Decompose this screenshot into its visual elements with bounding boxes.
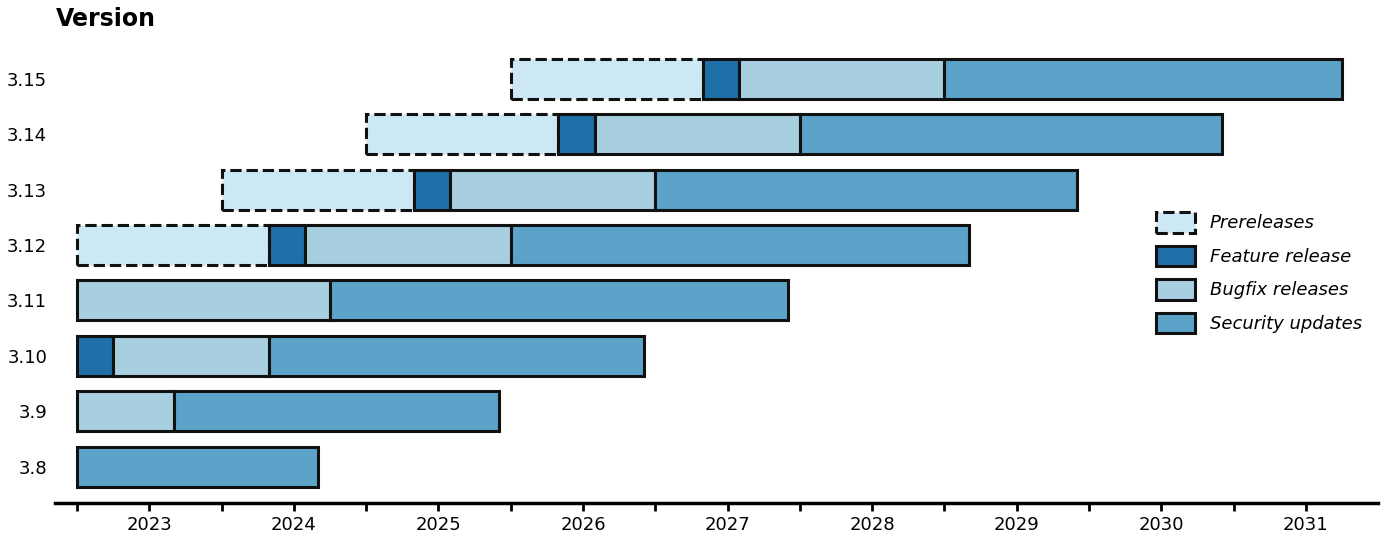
- Text: Version: Version: [55, 7, 155, 31]
- Bar: [414, 169, 450, 209]
- Bar: [269, 336, 644, 376]
- Bar: [78, 391, 175, 431]
- Bar: [740, 58, 945, 98]
- Bar: [558, 114, 594, 154]
- Bar: [306, 225, 511, 265]
- Bar: [78, 447, 319, 487]
- Bar: [114, 336, 269, 376]
- Bar: [704, 58, 740, 98]
- Bar: [594, 114, 801, 154]
- Bar: [945, 58, 1342, 98]
- Legend: Prereleases, Feature release, Bugfix releases, Security updates: Prereleases, Feature release, Bugfix rel…: [1148, 205, 1368, 341]
- Bar: [801, 114, 1222, 154]
- Bar: [175, 391, 499, 431]
- Bar: [222, 169, 414, 209]
- Bar: [330, 280, 788, 320]
- Bar: [450, 169, 655, 209]
- Bar: [269, 225, 306, 265]
- Bar: [511, 58, 704, 98]
- Bar: [511, 225, 970, 265]
- Bar: [78, 336, 114, 376]
- Bar: [78, 225, 269, 265]
- Bar: [78, 280, 330, 320]
- Bar: [655, 169, 1078, 209]
- Bar: [366, 114, 558, 154]
